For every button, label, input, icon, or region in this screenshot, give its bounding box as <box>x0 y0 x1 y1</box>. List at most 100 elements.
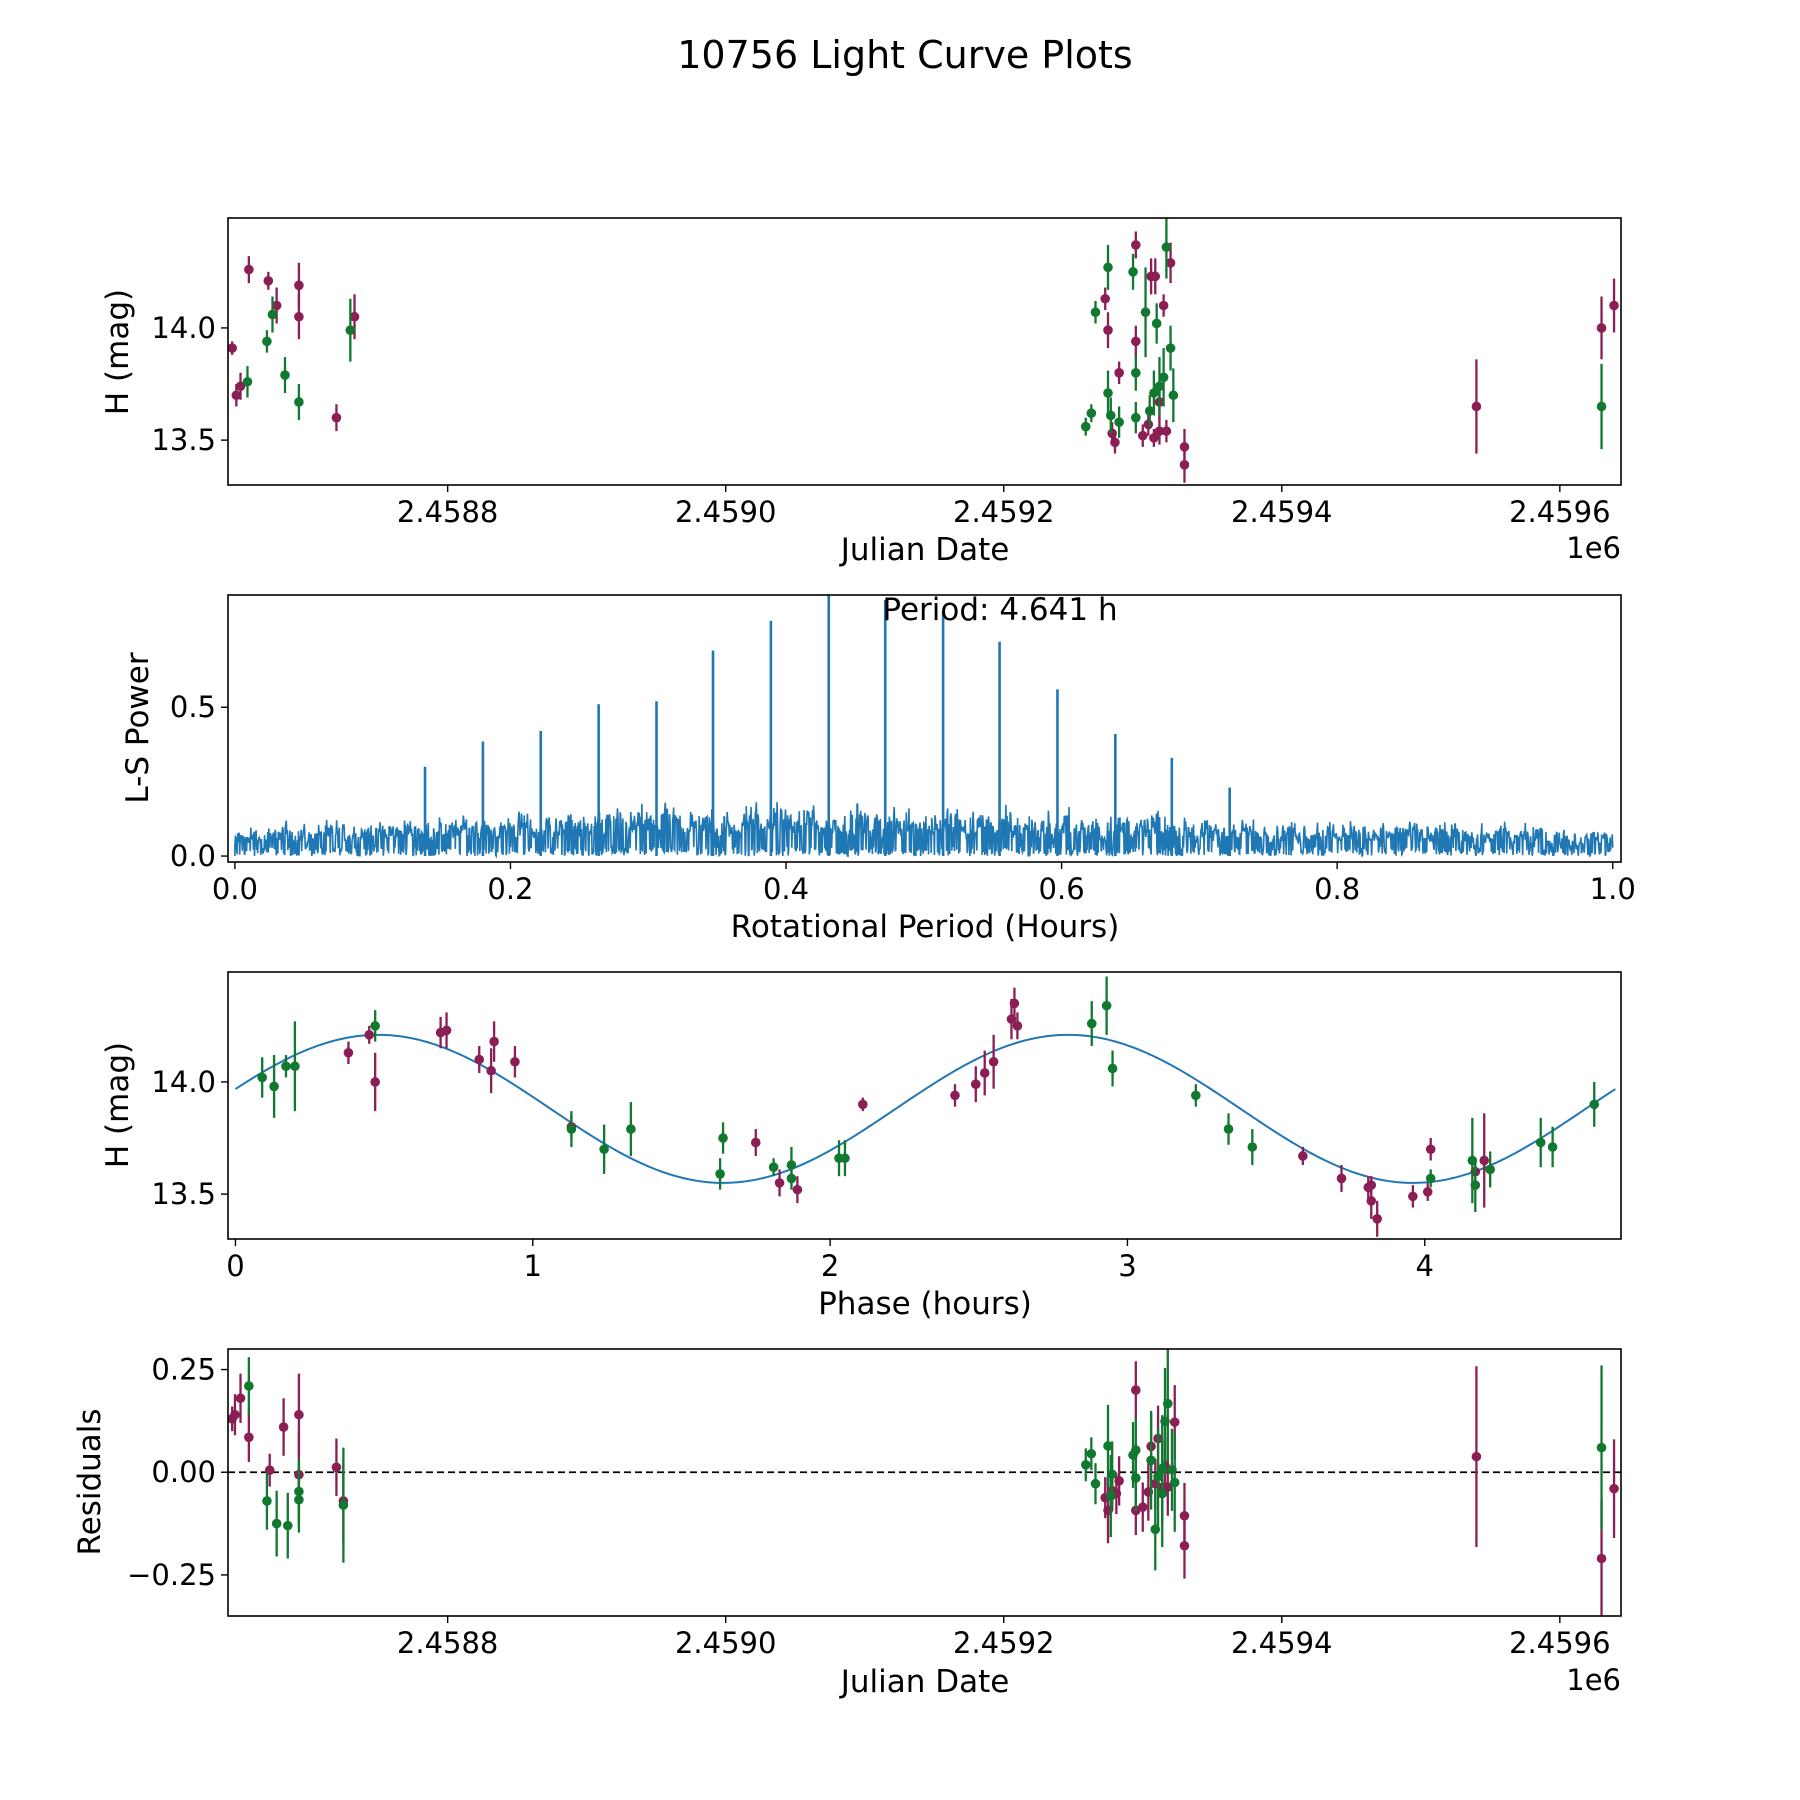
data-point <box>281 1061 291 1072</box>
data-point <box>1086 1018 1097 1029</box>
residuals-x-tick-label: 2.4596 <box>1509 1626 1610 1660</box>
data-point <box>1110 437 1120 448</box>
data-point <box>1131 368 1141 378</box>
data-point <box>1596 323 1607 333</box>
periodogram-x-tick-label: 0.2 <box>487 872 533 906</box>
data-point <box>1547 1142 1558 1152</box>
data-point <box>1149 433 1159 443</box>
data-point <box>278 1422 289 1432</box>
data-point <box>1596 1442 1607 1453</box>
phased-x-tick-label: 0 <box>226 1249 244 1283</box>
data-point <box>1535 1137 1546 1148</box>
data-point <box>1372 1214 1382 1224</box>
phased-ticks: 0 1 2 3 4 13.5 14.0 <box>151 1065 1434 1283</box>
periodogram-x-axis-label: Rotational Period (Hours) <box>731 909 1120 945</box>
raw-y-tick-label: 14.0 <box>151 311 216 345</box>
data-point <box>271 300 282 311</box>
data-point <box>1168 390 1179 401</box>
raw-y-tick-label: 13.5 <box>151 423 216 457</box>
data-point <box>510 1056 520 1067</box>
data-point <box>1161 426 1172 436</box>
data-point <box>1609 1483 1619 1494</box>
data-point <box>1103 388 1113 398</box>
periodogram-line <box>234 802 1614 859</box>
data-point <box>262 1496 272 1506</box>
data-point <box>1150 1524 1161 1535</box>
data-point <box>370 1021 380 1031</box>
data-point <box>626 1124 636 1134</box>
data-point <box>1143 419 1154 430</box>
residuals-axes-frame <box>227 1348 1622 1617</box>
residuals-x-tick-label: 2.4592 <box>953 1626 1054 1660</box>
data-point <box>271 1518 282 1529</box>
data-point <box>950 1090 960 1101</box>
data-point <box>1165 258 1176 268</box>
series-green <box>257 976 1600 1213</box>
data-point <box>294 1494 304 1505</box>
data-point <box>1596 1553 1607 1564</box>
series-green <box>242 218 1607 450</box>
data-point <box>294 1409 304 1420</box>
data-point <box>786 1160 797 1170</box>
data-point <box>349 311 360 322</box>
data-point <box>1131 1385 1141 1395</box>
residuals-ticks: 2.4588 2.4590 2.4592 2.4594 2.4596 −0.25 0.00 0… <box>127 1353 1610 1660</box>
periodogram-x-tick-label: 0.4 <box>763 872 809 906</box>
data-point <box>1161 242 1172 252</box>
periodogram-x-tick-label: 0.6 <box>1039 872 1085 906</box>
data-point <box>1247 1142 1258 1152</box>
data-point <box>228 343 237 353</box>
residuals-x-tick-label: 2.4590 <box>675 1626 776 1660</box>
data-point <box>1154 381 1165 392</box>
data-point <box>718 1133 728 1143</box>
phased-x-tick-label: 3 <box>1118 1249 1136 1283</box>
data-point <box>1131 412 1141 423</box>
data-point <box>441 1025 452 1036</box>
data-point <box>1105 1491 1116 1501</box>
phased-lightcurve-panel: 0 1 2 3 4 13.5 14.0 Phase (hours) H (mag) <box>100 971 1622 1322</box>
data-point <box>282 1520 293 1531</box>
data-point <box>750 1137 761 1148</box>
phased-x-tick-label: 2 <box>821 1249 839 1283</box>
data-point <box>489 1036 499 1047</box>
data-point <box>1146 1455 1156 1466</box>
data-point <box>1137 1502 1148 1512</box>
residuals-x-axis-label: Julian Date <box>839 1664 1010 1700</box>
data-point <box>262 336 272 347</box>
phased-x-axis-label: Phase (hours) <box>818 1286 1032 1322</box>
data-point <box>1131 1473 1141 1483</box>
data-point <box>1100 293 1111 304</box>
data-point <box>1105 410 1116 421</box>
data-point <box>1179 460 1190 470</box>
data-point <box>1144 406 1155 416</box>
data-point <box>280 370 290 380</box>
data-point <box>364 1030 375 1040</box>
data-point <box>230 1409 240 1420</box>
data-point <box>343 1047 354 1058</box>
data-point <box>768 1162 779 1173</box>
data-point <box>1157 1488 1168 1499</box>
phased-x-tick-label: 4 <box>1416 1249 1434 1283</box>
series-magenta <box>228 231 1619 483</box>
phased-axes-frame <box>227 971 1622 1240</box>
data-point <box>1009 998 1020 1009</box>
phased-y-axis-label: H (mag) <box>100 1042 136 1168</box>
series-green <box>244 1349 1607 1571</box>
residuals-y-tick-label: −0.25 <box>127 1558 216 1592</box>
data-point <box>1179 1540 1190 1551</box>
data-point <box>1149 388 1159 398</box>
data-point <box>1609 300 1619 311</box>
data-point <box>294 311 304 322</box>
data-point <box>1114 1476 1124 1486</box>
data-point <box>1471 401 1482 412</box>
raw-axes-frame <box>227 217 1622 486</box>
raw-lightcurve-panel: 2.4588 2.4590 2.4592 2.4594 2.4596 13.5 14.0 J… <box>100 217 1622 568</box>
periodogram-plot-area <box>234 595 1614 859</box>
data-point <box>1191 1090 1201 1101</box>
data-point <box>715 1169 725 1179</box>
raw-x-tick-label: 2.4590 <box>675 495 776 529</box>
data-point <box>1012 1021 1023 1031</box>
data-point <box>1153 1471 1163 1482</box>
data-point <box>1151 318 1162 329</box>
data-point <box>1114 417 1124 427</box>
